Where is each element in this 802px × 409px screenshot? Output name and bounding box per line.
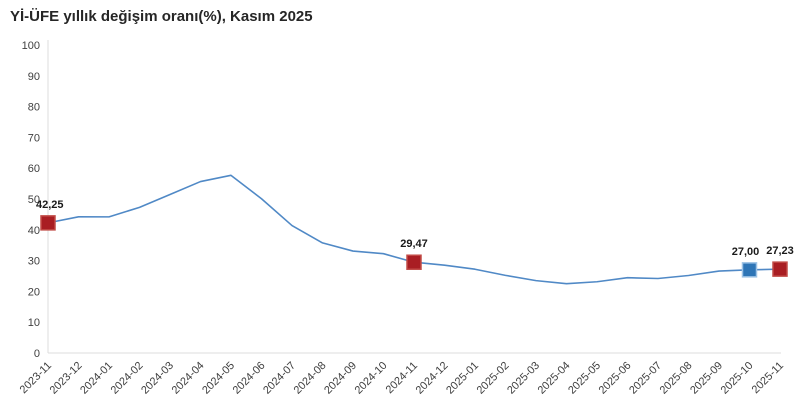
data-label-2025-10: 27,00 [732, 246, 760, 258]
y-tick-label: 90 [28, 71, 40, 83]
x-tick-label: 2025-01 [444, 360, 481, 397]
data-label-2025-11: 27,23 [766, 245, 794, 257]
marker-2024-11 [406, 254, 422, 270]
y-tick-label: 60 [28, 163, 40, 175]
marker-2023-11 [40, 215, 56, 231]
y-tick-label: 80 [28, 102, 40, 114]
data-label-2023-11: 42,25 [36, 199, 64, 211]
x-tick-label: 2025-04 [536, 360, 573, 397]
data-label-2024-11: 29,47 [400, 238, 428, 250]
x-tick-label: 2025-02 [475, 360, 512, 397]
x-tick-label: 2024-03 [139, 360, 176, 397]
x-tick-label: 2025-11 [750, 360, 786, 396]
x-tick-label: 2024-02 [109, 360, 146, 397]
y-tick-label: 10 [28, 317, 40, 329]
x-tick-label: 2024-08 [292, 360, 329, 397]
x-tick-label: 2024-01 [78, 360, 115, 397]
marker-2025-10 [741, 262, 758, 278]
x-tick-label: 2024-05 [200, 360, 237, 397]
x-tick-label: 2025-06 [597, 360, 634, 397]
x-tick-label: 2024-12 [414, 360, 451, 397]
x-tick-label: 2025-10 [719, 360, 756, 397]
y-tick-label: 30 [28, 256, 40, 268]
x-tick-label: 2025-08 [658, 360, 695, 397]
y-tick-label: 100 [22, 40, 40, 52]
x-tick-label: 2024-04 [170, 360, 207, 397]
x-tick-label: 2023-12 [48, 360, 85, 397]
y-tick-label: 70 [28, 132, 40, 144]
y-tick-label: 0 [34, 348, 40, 360]
y-tick-label: 40 [28, 225, 40, 237]
x-tick-label: 2025-09 [688, 360, 725, 397]
marker-2025-11 [772, 261, 788, 277]
x-tick-label: 2025-07 [627, 360, 664, 397]
x-tick-label: 2025-05 [566, 360, 603, 397]
x-tick-label: 2024-06 [231, 360, 268, 397]
y-tick-label: 50 [28, 194, 40, 206]
x-tick-label: 2025-03 [505, 360, 542, 397]
chart-title: Yİ-ÜFE yıllık değişim oranı(%), Kasım 20… [10, 8, 313, 25]
x-tick-label: 2024-07 [261, 360, 298, 397]
x-tick-label: 2024-10 [353, 360, 390, 397]
x-tick-label: 2024-09 [322, 360, 359, 397]
y-tick-label: 20 [28, 286, 40, 298]
